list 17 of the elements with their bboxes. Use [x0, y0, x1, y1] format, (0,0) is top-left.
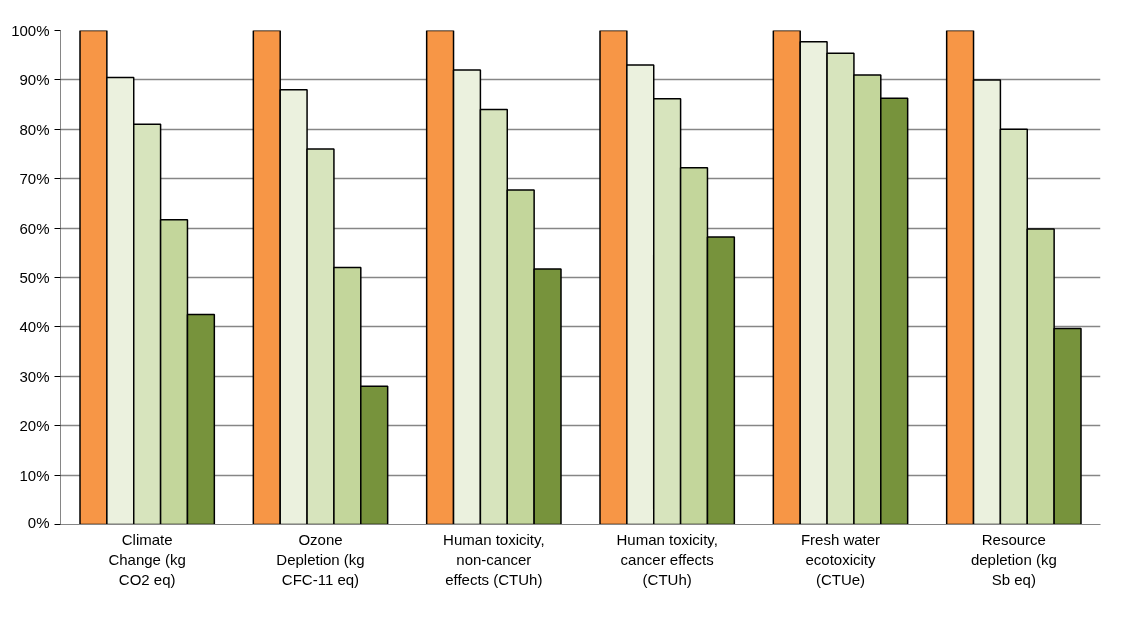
x-tick-label: Fresh water ecotoxicity (CTUe): [800, 530, 881, 589]
y-tick-label: 80%: [19, 120, 50, 138]
y-tick-label: 30%: [19, 367, 50, 385]
x-tick-label: Climate Change (kg CO2 eq): [108, 530, 186, 589]
y-tick-label: 70%: [19, 170, 50, 188]
y-tick-label: 20%: [19, 417, 50, 435]
y-tick-label: 10%: [19, 466, 50, 484]
y-tick-label: 0%: [27, 513, 50, 531]
y-tick-label: 100%: [11, 22, 50, 39]
x-tick-label: Human toxicity, non-cancer effects (CTUh): [443, 530, 545, 589]
y-tick-label: 60%: [19, 219, 50, 237]
y-tick-label: 50%: [19, 269, 50, 286]
y-tick-label: 90%: [19, 71, 50, 89]
x-tick-label: Resource depletion (kg Sb eq): [970, 530, 1057, 589]
x-tick-label: Ozone Depletion (kg CFC-11 eq): [276, 530, 365, 589]
y-tick-label: 40%: [19, 318, 50, 336]
x-tick-label: Human toxicity, cancer effects (CTUh): [616, 530, 718, 589]
